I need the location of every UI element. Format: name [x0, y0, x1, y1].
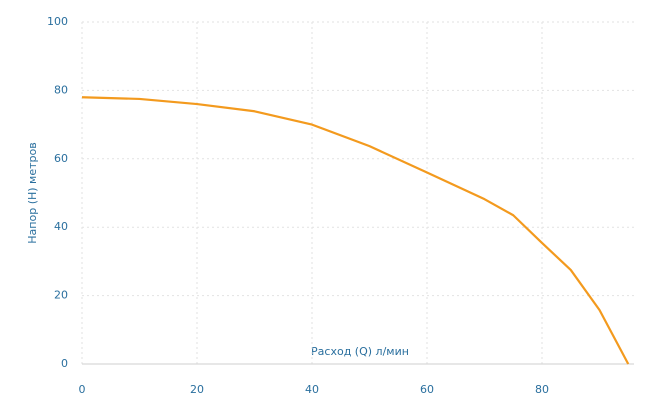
y-tick-label: 0: [61, 357, 68, 370]
x-tick-label: 40: [305, 383, 319, 396]
x-tick-label: 60: [420, 383, 434, 396]
y-axis-label: Напор (H) метров: [26, 142, 39, 243]
y-tick-label: 20: [54, 289, 68, 302]
y-tick-label: 40: [54, 220, 68, 233]
x-axis-label: Расход (Q) л/мин: [311, 345, 409, 358]
y-tick-label: 60: [54, 152, 68, 165]
x-tick-label: 20: [190, 383, 204, 396]
x-tick-label: 0: [79, 383, 86, 396]
line: [81, 96, 630, 365]
x-tick-label: 80: [535, 383, 549, 396]
y-tick-label: 80: [54, 83, 68, 96]
y-tick-label: 100: [47, 15, 68, 28]
